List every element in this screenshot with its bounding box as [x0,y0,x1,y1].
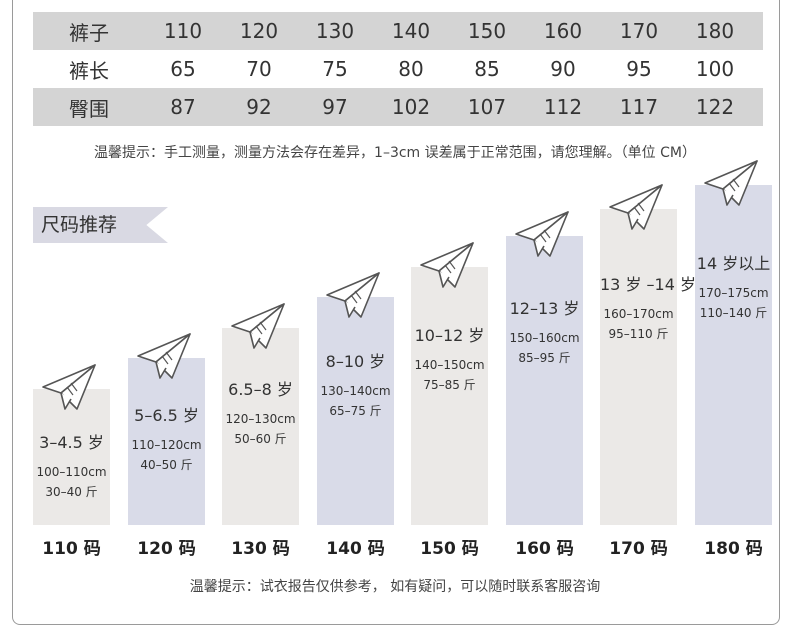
height-range: 120–130cm [225,411,296,426]
table-cell: 150 [467,19,507,43]
table-row-pants-length: 裤长 65 70 75 80 85 90 95 100 [33,50,763,88]
recommend-bar: 6.5–8 岁 120–130cm 50–60 斤 [222,328,299,525]
recommend-bar: 8–10 岁 130–140cm 65–75 斤 [317,297,394,525]
weight-range: 65–75 斤 [329,404,382,419]
age-range: 14 岁以上 [696,253,771,273]
paper-plane-icon [608,183,664,233]
row-header: 臀围 [69,96,109,121]
height-range: 170–175cm [698,285,769,300]
height-range: 100–110cm [36,465,107,480]
age-range: 5–6.5 岁 [134,406,199,426]
table-cell: 87 [170,95,196,119]
table-cell: 92 [246,95,272,119]
table-cell: 80 [398,57,424,81]
consult-tip: 温馨提示：试衣报告仅供参考， 如有疑问，可以随时联系客服咨询 [189,579,601,595]
table-cell: 170 [619,19,659,43]
table-cell: 75 [322,57,348,81]
table-cell: 112 [543,95,583,119]
height-range: 140–150cm [414,357,485,372]
section-banner: 尺码推荐 [33,207,168,243]
age-range: 10–12 岁 [414,325,485,345]
height-range: 150–160cm [509,330,580,345]
age-range: 13 岁 –14 岁 [600,274,696,294]
weight-range: 85–95 斤 [518,350,571,365]
table-cell: 90 [550,57,576,81]
recommend-bar: 3–4.5 岁 100–110cm 30–40 斤 [33,389,110,525]
weight-range: 75–85 斤 [423,377,476,392]
content-frame [12,0,780,625]
age-range: 3–4.5 岁 [39,433,104,453]
table-cell: 107 [467,95,507,119]
recommend-bar: 10–12 岁 140–150cm 75–85 斤 [411,267,488,525]
height-range: 160–170cm [603,306,674,321]
paper-plane-icon [703,159,759,209]
table-row-pants-size: 裤子 110 120 130 140 150 160 170 180 [33,12,763,50]
recommend-bar: 12–13 岁 150–160cm 85–95 斤 [506,236,583,525]
row-header: 裤长 [69,58,109,83]
table-cell: 180 [695,19,735,43]
age-range: 8–10 岁 [325,352,386,372]
paper-plane-icon [41,363,97,413]
age-range: 6.5–8 岁 [228,379,293,399]
height-range: 130–140cm [320,384,391,399]
table-cell: 85 [474,57,500,81]
weight-range: 95–110 斤 [608,326,669,341]
size-table: 裤子 110 120 130 140 150 160 170 180 裤长 65… [33,12,763,126]
table-cell: 70 [246,57,272,81]
table-cell: 140 [391,19,431,43]
paper-plane-icon [419,241,475,291]
recommend-bar: 14 岁以上 170–175cm 110–140 斤 [695,185,772,525]
table-cell: 117 [619,95,659,119]
weight-range: 110–140 斤 [699,305,768,320]
paper-plane-icon [136,332,192,382]
height-range: 110–120cm [131,438,202,453]
table-cell: 102 [391,95,431,119]
age-range: 12–13 岁 [509,298,580,318]
weight-range: 30–40 斤 [45,485,98,500]
weight-range: 40–50 斤 [140,458,193,473]
table-cell: 65 [170,57,196,81]
table-cell: 110 [163,19,203,43]
measure-tip: 温馨提示：手工测量，测量方法会存在差异，1–3cm 误差属于正常范围，请您理解。… [94,145,696,161]
table-cell: 97 [322,95,348,119]
table-cell: 100 [695,57,735,81]
weight-range: 50–60 斤 [234,431,287,446]
recommend-bar: 5–6.5 岁 110–120cm 40–50 斤 [128,358,205,525]
row-header: 裤子 [69,20,109,45]
table-row-hip: 臀围 87 92 97 102 107 112 117 122 [33,88,763,126]
paper-plane-icon [514,210,570,260]
recommend-bar: 13 岁 –14 岁 160–170cm 95–110 斤 [600,209,696,525]
table-cell: 120 [239,19,279,43]
table-cell: 122 [695,95,735,119]
table-cell: 95 [626,57,652,81]
table-cell: 160 [543,19,583,43]
table-cell: 130 [315,19,355,43]
paper-plane-icon [230,302,286,352]
paper-plane-icon [325,271,381,321]
